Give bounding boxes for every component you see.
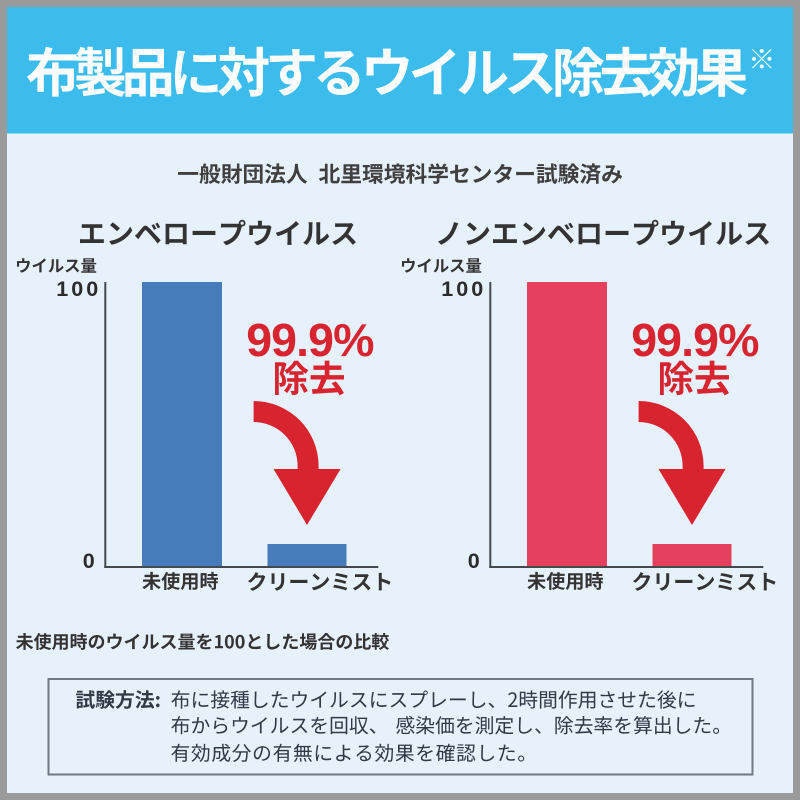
svg-text:0: 0 [83,549,95,573]
svg-text:99.9%: 99.9% [246,314,374,366]
svg-text:0: 0 [468,549,480,573]
svg-text:100: 100 [56,277,101,301]
svg-text:100: 100 [441,277,486,301]
svg-text:99.9%: 99.9% [631,314,759,366]
